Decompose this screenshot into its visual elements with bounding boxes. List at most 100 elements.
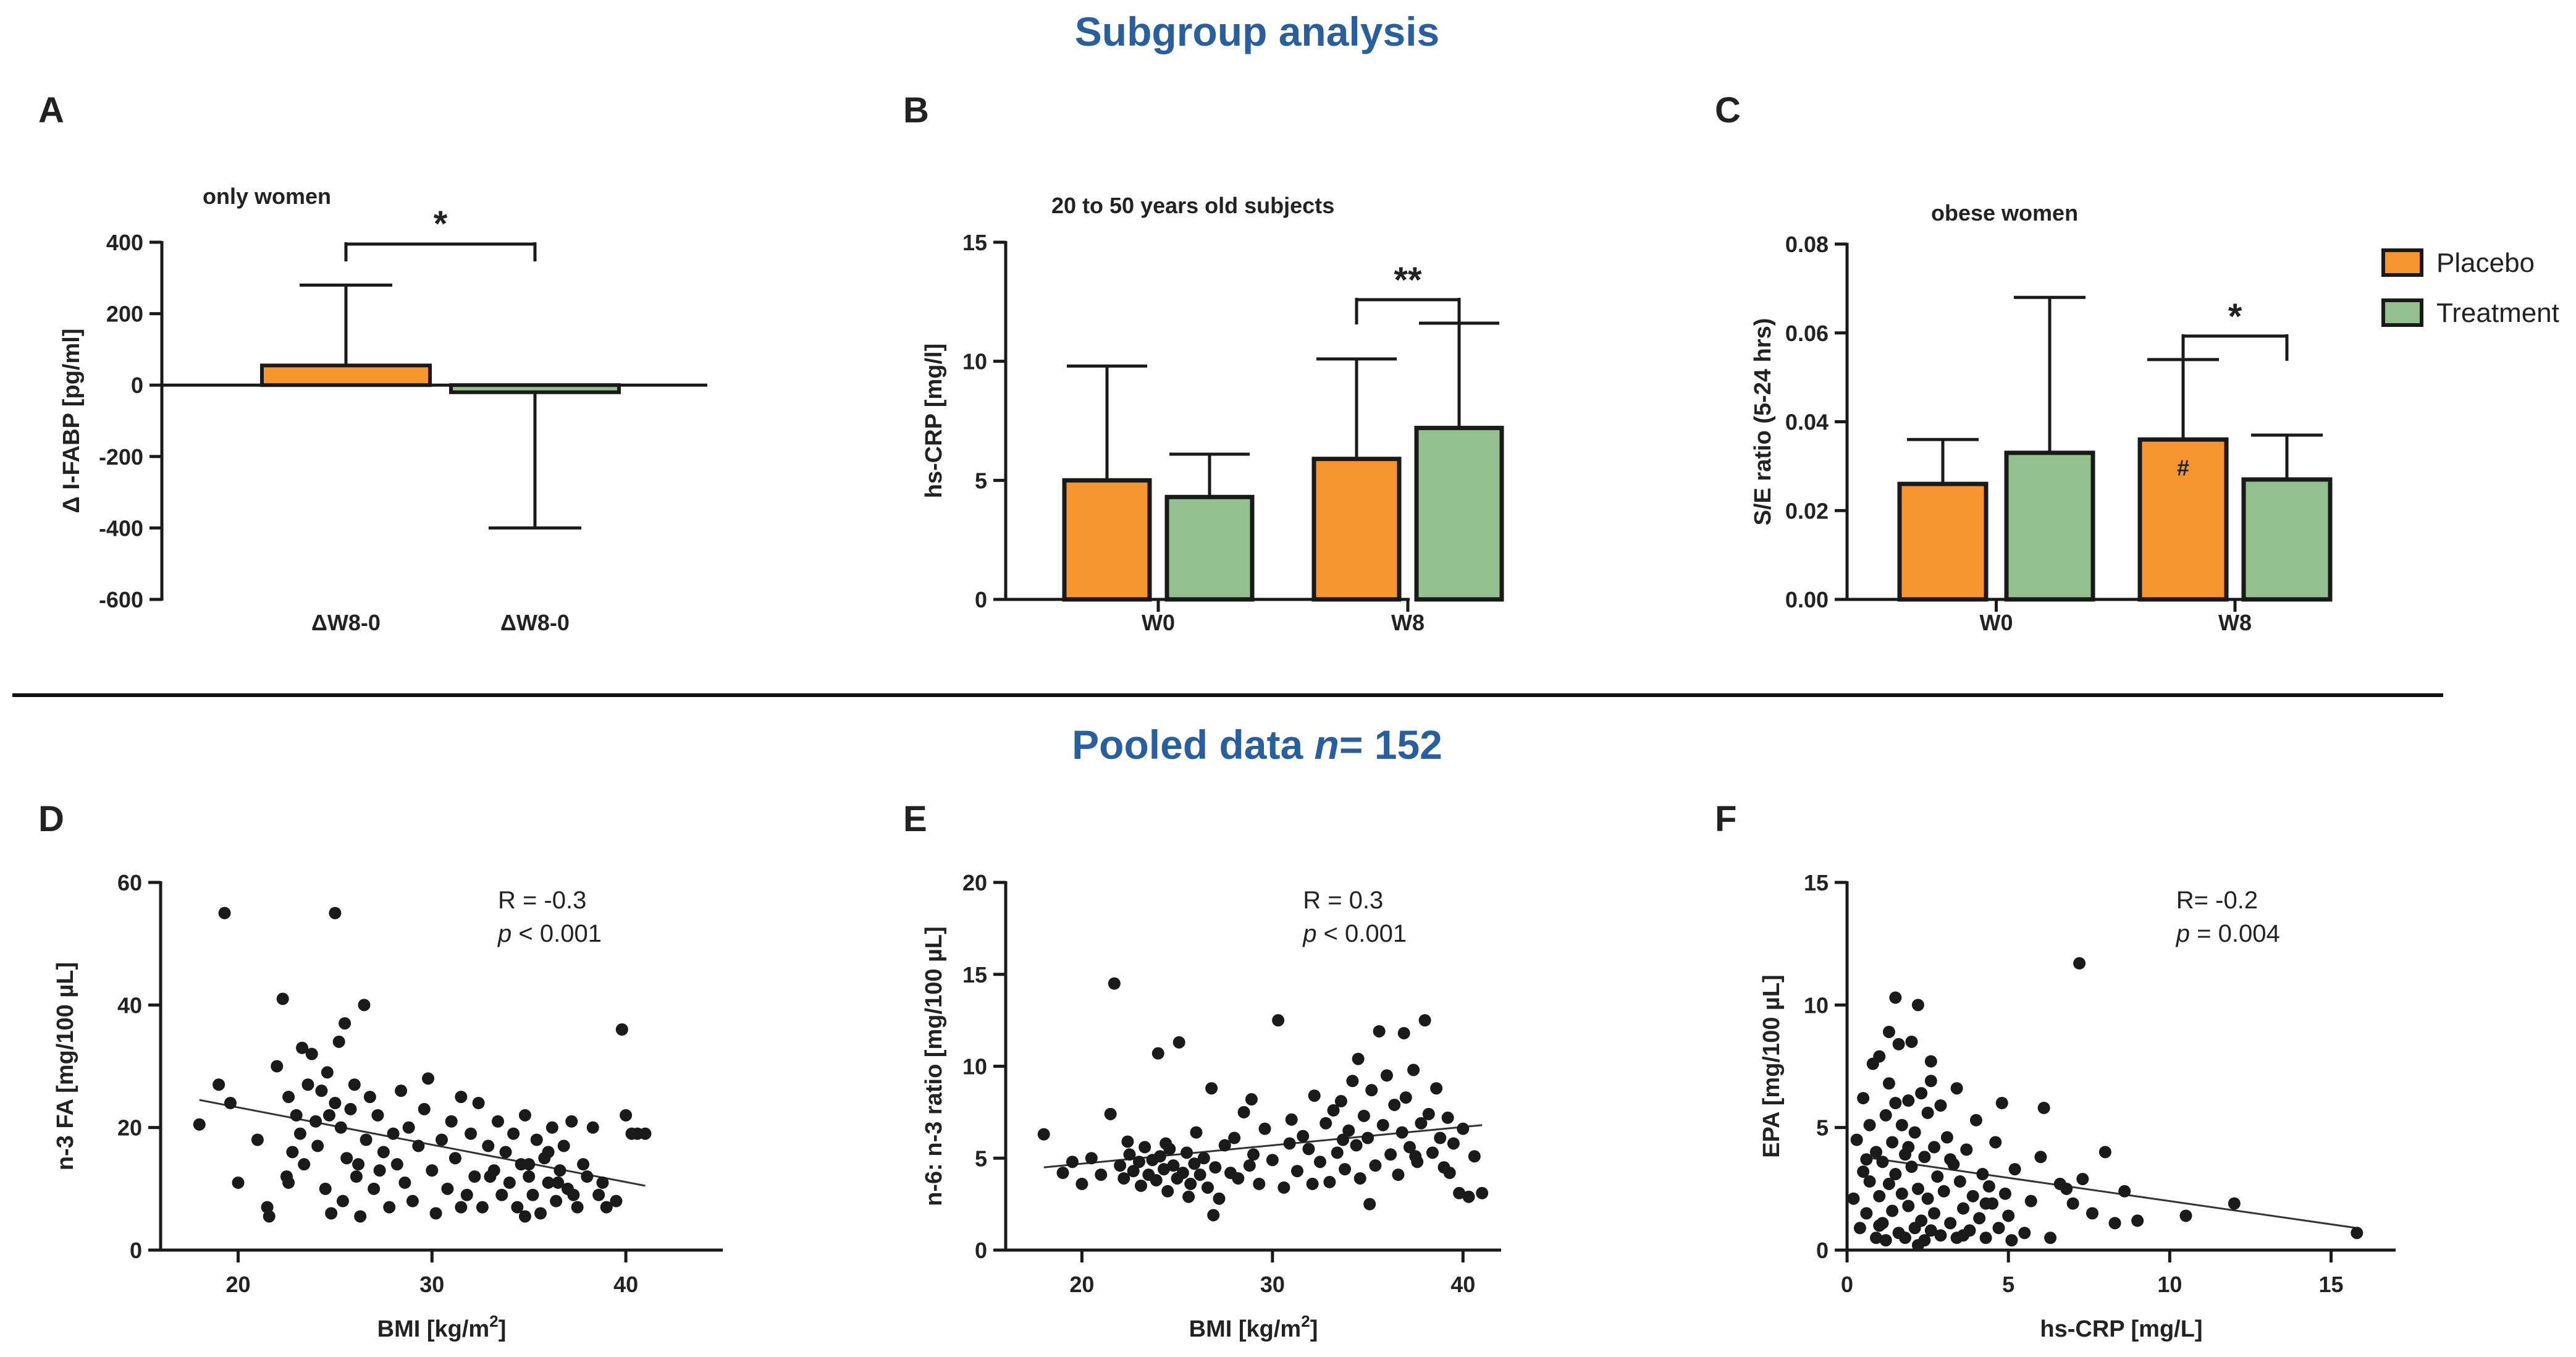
data-point [2018,1227,2031,1240]
data-point [542,1176,555,1189]
data-point [1339,1163,1352,1176]
data-point [323,1109,335,1122]
data-point [1905,1160,1918,1173]
y-tick-label: -200 [99,444,143,470]
data-point [495,1188,508,1201]
data-point [1277,1181,1290,1194]
data-point [2066,1197,2079,1210]
pooled-suffix: = 152 [1339,722,1442,767]
x-tick-label: ΔW8-0 [500,610,570,635]
data-point [1258,1122,1271,1135]
panel-subtitle: only women [203,184,331,209]
data-point [1357,1109,1370,1122]
y-tick-label: 0 [131,373,143,398]
y-tick-label: -600 [99,587,143,612]
data-point [526,1188,539,1201]
data-point [1847,1192,1860,1205]
data-point [472,1097,485,1109]
data-point [329,907,342,919]
y-tick-label: -400 [99,515,143,541]
subgroup-title: Subgroup analysis [1075,9,1439,54]
data-point [1873,1219,1886,1232]
data-point [340,1152,353,1165]
data-point [503,1176,516,1189]
data-point [1850,1133,1863,1146]
data-point [1272,1014,1285,1027]
data-point [465,1127,478,1140]
data-point [1160,1137,1172,1150]
data-point [1415,1117,1428,1130]
data-point [1908,1126,1921,1139]
data-point [2118,1185,2131,1198]
data-point [1363,1198,1376,1211]
x-axis-label-sup: 2 [1301,1312,1310,1330]
data-point [390,1158,403,1171]
data-point [1336,1133,1349,1146]
data-point [1928,1207,1941,1220]
data-point [1388,1098,1401,1111]
data-point [1384,1148,1397,1161]
panel-subtitle: 20 to 50 years old subjects [1051,193,1334,218]
data-point [1924,1224,1937,1237]
data-point [1161,1185,1174,1198]
data-point [1176,1167,1189,1180]
y-tick-label: 0 [1816,1238,1829,1263]
data-point [1441,1111,1454,1124]
data-point [1989,1136,2002,1149]
significance-label: * [2228,297,2242,337]
bar-placebo-w8 [2137,437,2229,602]
data-point [1123,1148,1136,1161]
data-point [1944,1153,1957,1166]
y-tick-label: 10 [962,349,987,374]
data-point [2351,1227,2363,1240]
data-point [1218,1139,1231,1152]
data-point [1334,1095,1347,1108]
data-point [218,907,231,919]
data-point [1352,1052,1365,1065]
data-point [1114,1159,1127,1172]
data-point [1346,1075,1359,1088]
data-point [484,1170,497,1183]
data-point [1966,1190,1979,1203]
data-point [476,1201,489,1214]
y-axis-label: Δ I-FABP [pg/ml] [59,329,85,514]
data-point [1895,1118,1908,1131]
data-point [1066,1156,1079,1169]
data-point [552,1176,565,1189]
data-point [1870,1232,1883,1245]
data-point [1902,1199,1915,1212]
y-tick-label: 40 [117,992,142,1018]
data-point [1998,1187,2011,1200]
data-point [1158,1163,1171,1176]
data-point [1104,1107,1117,1120]
data-point [296,1041,309,1054]
y-tick-label: 20 [962,870,987,895]
data-point [448,1152,461,1165]
bar-placebo-w0 [1062,478,1152,602]
data-point [1950,1082,1963,1095]
data-point [1911,999,1924,1012]
r-value: R = -0.3 [498,887,586,914]
x-tick-label: ΔW8-0 [311,610,381,635]
data-point [321,1066,334,1079]
data-point [276,992,289,1005]
data-point [1397,1026,1410,1039]
data-point [2108,1217,2121,1230]
data-point [1957,1229,1970,1242]
data-point [1243,1159,1256,1172]
data-point [1037,1128,1050,1141]
data-point [1181,1146,1193,1159]
data-point [1931,1170,1944,1183]
data-point [1399,1091,1412,1104]
data-point [1245,1093,1258,1106]
data-point [2060,1182,2073,1195]
y-tick-label: 0.04 [1785,410,1829,435]
data-point [1409,1150,1422,1163]
panel-e: En-6: n-3 ratio [mg/100 µL] 0 5 10 15 20 20 30 4… [903,799,1501,1342]
data-point [1151,1047,1164,1060]
data-point [1860,1153,1873,1166]
data-point [271,1060,284,1073]
data-point [360,1133,373,1146]
data-point [1056,1167,1069,1180]
data-point [1979,1197,1992,1210]
